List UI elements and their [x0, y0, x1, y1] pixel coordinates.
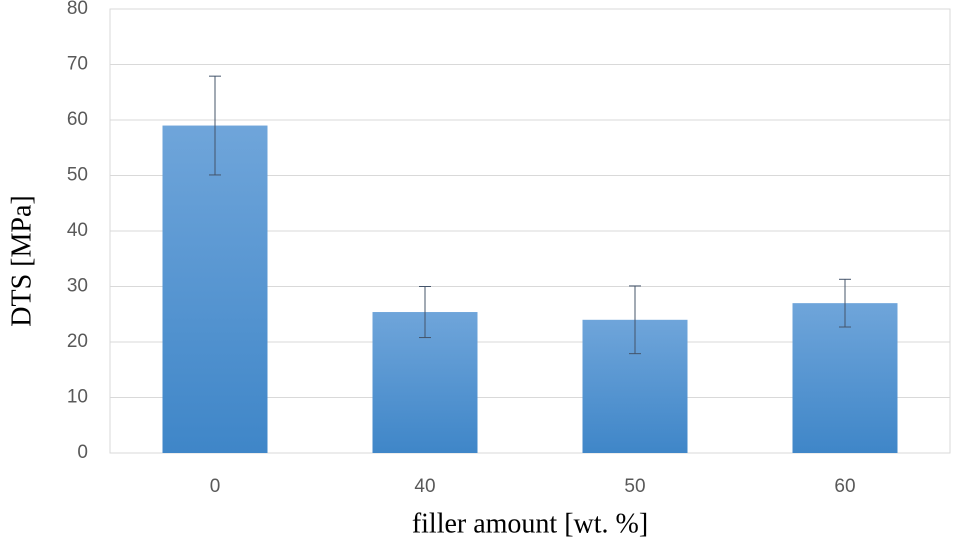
y-tick-label: 60	[67, 109, 88, 130]
y-tick-label: 70	[67, 54, 88, 75]
error-bar	[209, 75, 221, 176]
x-tick-label: 50	[624, 476, 645, 497]
y-tick-label: 30	[67, 276, 88, 297]
y-tick-label: 40	[67, 220, 88, 241]
error-bar	[629, 285, 641, 355]
x-tick-label: 60	[834, 476, 855, 497]
x-tick-label: 40	[414, 476, 435, 497]
error-bar	[419, 286, 431, 339]
y-tick-label: 10	[67, 387, 88, 408]
x-tick-label: 0	[210, 476, 221, 497]
error-bar	[839, 278, 851, 328]
y-axis-title: DTS [MPa]	[6, 195, 37, 326]
x-axis-title: filler amount [wt. %]	[412, 508, 648, 539]
bar	[162, 125, 268, 454]
y-tick-label: 0	[77, 442, 88, 463]
y-tick-label: 80	[67, 0, 88, 19]
bar	[792, 303, 898, 453]
y-tick-label: 20	[67, 331, 88, 352]
y-tick-label: 50	[67, 165, 88, 186]
